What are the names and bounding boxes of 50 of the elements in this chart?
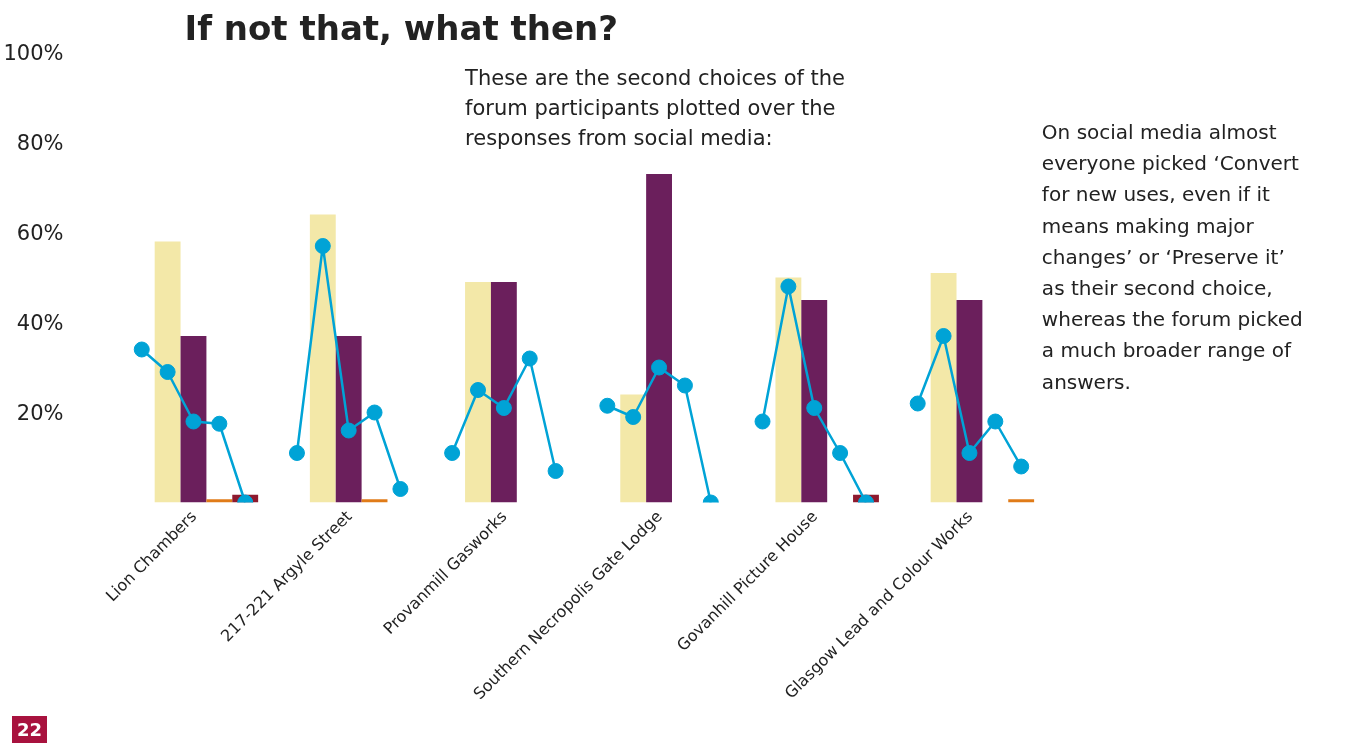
point <box>754 413 771 430</box>
point <box>780 278 797 295</box>
bar <box>490 282 517 503</box>
point <box>470 382 486 398</box>
point <box>444 445 461 461</box>
point <box>987 413 1004 430</box>
text: 22 <box>12 716 48 743</box>
point <box>676 377 693 394</box>
point <box>366 404 383 421</box>
bar <box>775 277 802 503</box>
point <box>651 359 668 376</box>
point <box>806 400 823 416</box>
chart-title: If not that, what then? <box>184 7 618 48</box>
point <box>547 463 564 479</box>
y-tick-label: 80% <box>16 130 64 155</box>
text: On social media almost everyone picked ‘Convert for new uses, even if it means making major changes’ or ‘Preserve it’ as their second choice, whereas the forum picked a much broader range of answers. <box>1041 120 1303 394</box>
y-tick-label: 40% <box>16 310 64 335</box>
point <box>625 409 642 425</box>
point <box>314 238 331 254</box>
bar <box>1008 499 1035 503</box>
point <box>340 422 357 439</box>
bar <box>646 174 672 503</box>
text: These are the second choices of the forum participants plotted over the responses from social media: <box>464 66 846 150</box>
y-tick-label: 20% <box>16 400 64 425</box>
y-tick-label: 100% <box>3 40 64 65</box>
y-tick-label: 60% <box>16 220 64 245</box>
bar <box>801 300 828 503</box>
point <box>392 481 409 497</box>
bar <box>361 499 388 503</box>
point <box>961 445 978 461</box>
point <box>288 445 305 461</box>
point <box>159 364 176 380</box>
point <box>1013 458 1030 475</box>
point <box>211 415 228 432</box>
bar <box>180 336 207 503</box>
bar <box>154 241 181 503</box>
bar <box>956 300 983 503</box>
point <box>599 397 616 414</box>
point <box>909 395 926 412</box>
bar <box>206 499 233 503</box>
bar <box>309 214 336 503</box>
bar <box>930 273 957 503</box>
point <box>832 445 849 461</box>
point <box>133 341 150 358</box>
bar <box>465 282 491 503</box>
point <box>935 328 952 344</box>
bar <box>620 394 647 503</box>
point <box>495 400 512 416</box>
point <box>185 413 202 430</box>
point <box>521 350 538 367</box>
